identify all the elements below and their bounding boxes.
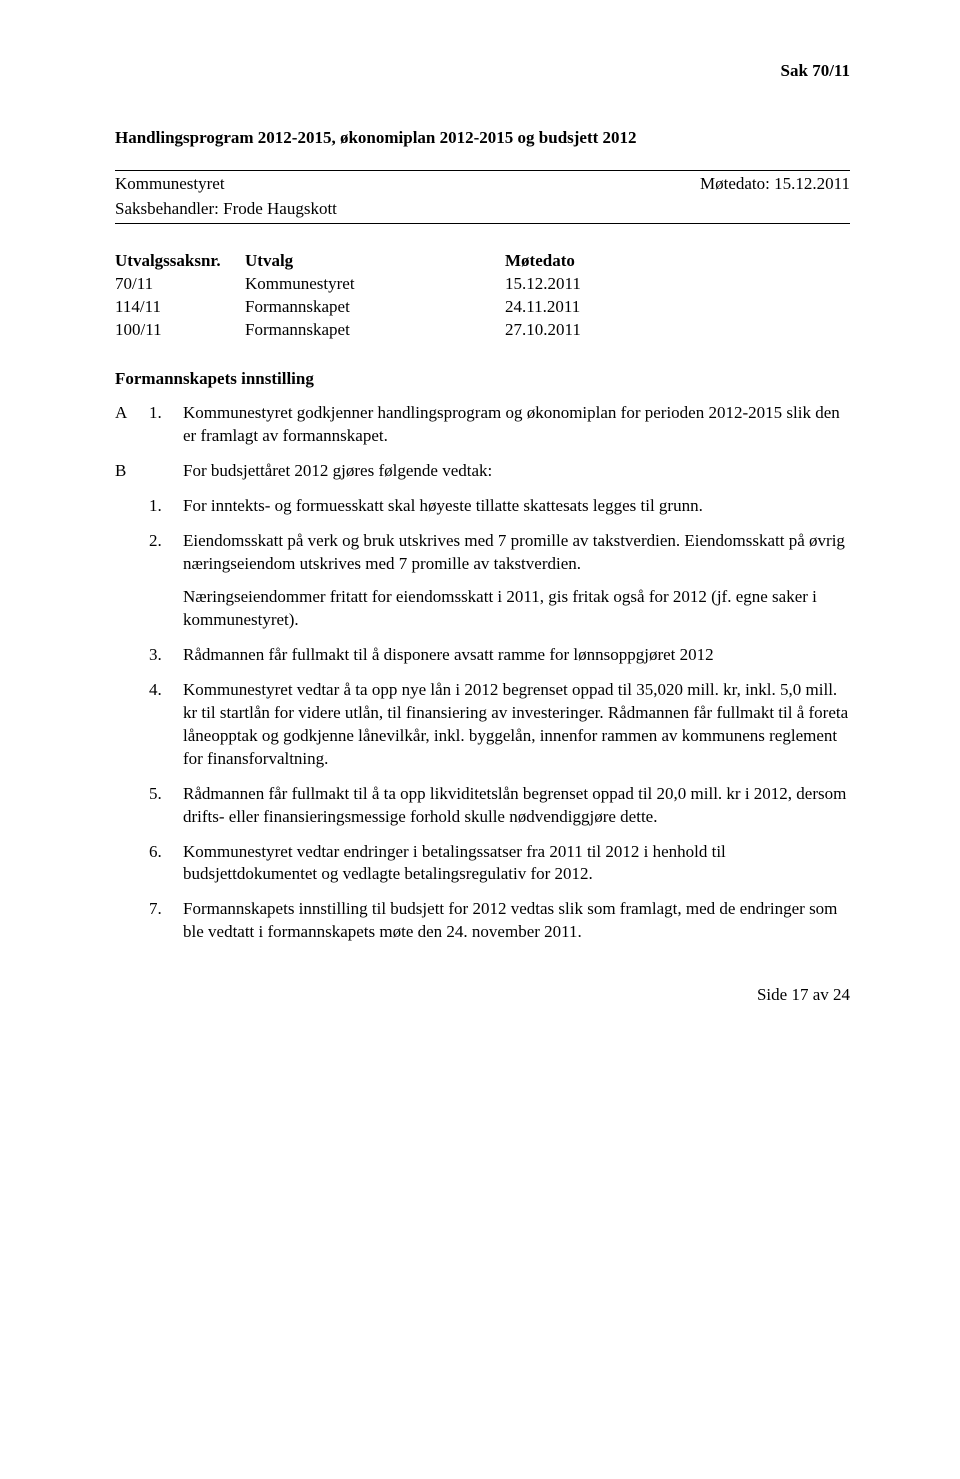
cell-utvalg: Kommunestyret bbox=[245, 273, 505, 296]
innstilling-heading: Formannskapets innstilling bbox=[115, 368, 850, 391]
marker-a: A bbox=[115, 402, 149, 448]
item-number: 2. bbox=[149, 530, 183, 576]
cell-utvalg: Formannskapet bbox=[245, 296, 505, 319]
item-text: Formannskapets innstilling til budsjett … bbox=[183, 898, 850, 944]
divider-bottom bbox=[115, 223, 850, 224]
item-text: Kommunestyret vedtar endringer i betalin… bbox=[183, 841, 850, 887]
item-number: 4. bbox=[149, 679, 183, 771]
item-text: For budsjettåret 2012 gjøres følgende ve… bbox=[183, 460, 850, 483]
cell-saksnr: 114/11 bbox=[115, 296, 245, 319]
cell-saksnr: 100/11 bbox=[115, 319, 245, 342]
item-number: 1. bbox=[149, 495, 183, 518]
item-text: Eiendomsskatt på verk og bruk utskrives … bbox=[183, 530, 850, 576]
header-saksbehandler: Saksbehandler: Frode Haugskott bbox=[115, 198, 850, 221]
table-row: 70/11 Kommunestyret 15.12.2011 bbox=[115, 273, 850, 296]
cell-utvalg: Formannskapet bbox=[245, 319, 505, 342]
item-number: 3. bbox=[149, 644, 183, 667]
col-header-utvalg: Utvalg bbox=[245, 250, 505, 273]
item-number: 6. bbox=[149, 841, 183, 887]
header-organ: Kommunestyret bbox=[115, 173, 700, 196]
cell-saksnr: 70/11 bbox=[115, 273, 245, 296]
item-text: For inntekts- og formuesskatt skal høyes… bbox=[183, 495, 850, 518]
item-number: 7. bbox=[149, 898, 183, 944]
cell-date: 27.10.2011 bbox=[505, 319, 665, 342]
utvalg-table: Utvalgssaksnr. Utvalg Møtedato 70/11 Kom… bbox=[115, 250, 850, 342]
page-title: Handlingsprogram 2012-2015, økonomiplan … bbox=[115, 127, 850, 150]
sak-reference: Sak 70/11 bbox=[115, 60, 850, 83]
divider-top bbox=[115, 170, 850, 171]
col-header-motedato: Møtedato bbox=[505, 250, 665, 273]
item-text: Kommunestyret vedtar å ta opp nye lån i … bbox=[183, 679, 850, 771]
item-text: Rådmannen får fullmakt til å ta opp likv… bbox=[183, 783, 850, 829]
item-number: 5. bbox=[149, 783, 183, 829]
table-row: 114/11 Formannskapet 24.11.2011 bbox=[115, 296, 850, 319]
header-motedato: Møtedato: 15.12.2011 bbox=[700, 173, 850, 196]
item-text-extra: Næringseiendommer fritatt for eiendomssk… bbox=[183, 586, 850, 632]
col-header-saksnr: Utvalgssaksnr. bbox=[115, 250, 245, 273]
cell-date: 15.12.2011 bbox=[505, 273, 665, 296]
item-text: Kommunestyret godkjenner handlingsprogra… bbox=[183, 402, 850, 448]
page-footer: Side 17 av 24 bbox=[115, 984, 850, 1007]
marker-b: B bbox=[115, 460, 149, 483]
item-text: Rådmannen får fullmakt til å disponere a… bbox=[183, 644, 850, 667]
item-number: 1. bbox=[149, 402, 183, 448]
table-row: 100/11 Formannskapet 27.10.2011 bbox=[115, 319, 850, 342]
cell-date: 24.11.2011 bbox=[505, 296, 665, 319]
